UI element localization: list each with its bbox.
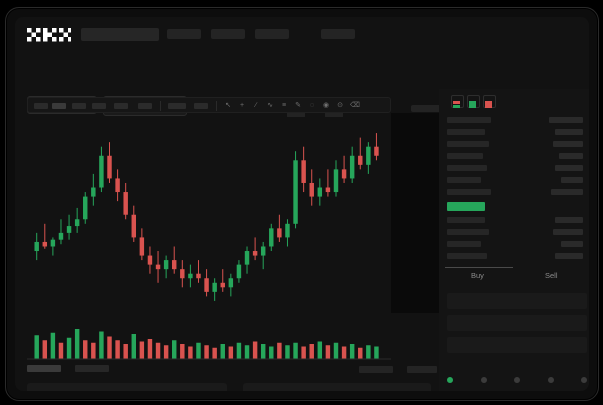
timeframe-4[interactable] xyxy=(92,103,106,109)
orderbook-both-icon[interactable] xyxy=(451,95,464,108)
eye-icon[interactable]: ◉ xyxy=(322,102,330,109)
orderbook-row-value xyxy=(553,229,583,235)
wave-icon[interactable]: ∿ xyxy=(267,102,273,109)
slider-handle[interactable] xyxy=(447,377,453,383)
orderbook-row-value xyxy=(553,141,583,147)
okx-logo-icon[interactable] xyxy=(27,28,71,42)
orderbook-row-value xyxy=(555,165,583,171)
orderbook-row-value xyxy=(555,129,583,135)
orderbook-row[interactable] xyxy=(447,153,483,159)
orderbook-row-value xyxy=(561,241,583,247)
crosshair-icon[interactable]: + xyxy=(239,102,245,109)
indicator-button[interactable] xyxy=(168,103,186,109)
nav-item-1[interactable] xyxy=(167,29,201,39)
stat-3 xyxy=(411,105,441,112)
slider-step-50[interactable] xyxy=(514,377,520,383)
orderbook-row[interactable] xyxy=(447,229,489,235)
toolbar-divider xyxy=(160,101,161,111)
top-navigation-bar xyxy=(15,17,589,51)
toolbar-divider-2 xyxy=(216,101,217,111)
lock-icon[interactable]: ⊙ xyxy=(337,102,343,109)
candlestick-svg xyxy=(34,133,379,301)
orderbook-row-value xyxy=(555,217,583,223)
timeframe-6[interactable] xyxy=(138,103,152,109)
timeframe-5[interactable] xyxy=(114,103,128,109)
orderbook-row[interactable] xyxy=(447,177,481,183)
magnet-icon[interactable]: ◌ xyxy=(309,102,315,109)
orderbook-row-value xyxy=(555,253,583,259)
tab-sell[interactable]: Sell xyxy=(545,271,558,280)
orderbook-row[interactable] xyxy=(447,117,491,123)
orderbook-row-value xyxy=(561,177,583,183)
bottom-tab-1[interactable] xyxy=(27,365,61,372)
amount-slider[interactable] xyxy=(447,377,587,385)
slider-step-25[interactable] xyxy=(481,377,487,383)
bottom-panel-left xyxy=(27,383,227,391)
orderbook-asks-icon[interactable] xyxy=(483,95,496,108)
nav-item-2[interactable] xyxy=(211,29,245,39)
order-amount-field[interactable] xyxy=(447,315,587,331)
orderbook-row[interactable] xyxy=(447,141,489,147)
orderbook-row[interactable] xyxy=(447,241,481,247)
orderbook-row[interactable] xyxy=(447,189,491,195)
bottom-tab-2[interactable] xyxy=(75,365,109,372)
orderbook-view-tabs[interactable] xyxy=(445,95,505,108)
tab-buy[interactable]: Buy xyxy=(471,271,484,280)
cursor-icon[interactable]: ↖ xyxy=(225,102,231,109)
orderbook-row[interactable] xyxy=(447,217,485,223)
trash-icon[interactable]: ⌫ xyxy=(350,102,360,109)
order-price-field[interactable] xyxy=(447,293,587,309)
search-input[interactable] xyxy=(81,28,159,41)
buy-sell-tabs[interactable]: Buy Sell xyxy=(445,269,583,287)
chart-toolbar[interactable]: ↖ + ∕ ∿ ≡ ✎ ◌ ◉ ⊙ ⌫ xyxy=(27,97,391,113)
candlestick-chart[interactable] xyxy=(27,117,391,317)
app-screen: Spot Trading ▾ ▾ xyxy=(15,17,589,391)
stat-2-sub xyxy=(325,111,343,118)
volume-chart xyxy=(27,317,391,362)
order-total-field[interactable] xyxy=(447,337,587,353)
timeframe-2-active[interactable] xyxy=(52,103,66,109)
fib-icon[interactable]: ≡ xyxy=(281,102,287,109)
brush-icon[interactable]: ✎ xyxy=(295,102,301,109)
nav-item-4[interactable] xyxy=(321,29,355,39)
volume-svg xyxy=(27,329,391,360)
bottom-action-2[interactable] xyxy=(407,366,437,373)
buy-tab-underline xyxy=(445,267,513,268)
trendline-icon[interactable]: ∕ xyxy=(255,102,257,109)
slider-step-75[interactable] xyxy=(548,377,554,383)
bottom-tabs[interactable] xyxy=(27,365,147,375)
orderbook-row[interactable] xyxy=(447,165,487,171)
stat-1-sub xyxy=(287,111,305,118)
timeframe-1[interactable] xyxy=(34,103,48,109)
orderbook-spread-highlight xyxy=(447,202,485,211)
orderbook-bids-icon[interactable] xyxy=(467,95,480,108)
orderbook-row[interactable] xyxy=(447,129,485,135)
bottom-action-1[interactable] xyxy=(359,366,393,373)
nav-item-3[interactable] xyxy=(255,29,289,39)
device-bezel: Spot Trading ▾ ▾ xyxy=(5,7,599,401)
orderbook-row-value xyxy=(549,117,583,123)
chart-type-button[interactable] xyxy=(194,103,208,109)
market-header-bar: Spot Trading ▾ ▾ xyxy=(15,51,589,118)
orderbook-row-value xyxy=(551,189,583,195)
slider-step-100[interactable] xyxy=(581,377,587,383)
chart-overlay-shadow xyxy=(391,113,441,313)
orderbook-row[interactable] xyxy=(447,253,487,259)
bottom-panel-right xyxy=(243,383,431,391)
timeframe-3[interactable] xyxy=(72,103,86,109)
orderbook-row-value xyxy=(559,153,583,159)
